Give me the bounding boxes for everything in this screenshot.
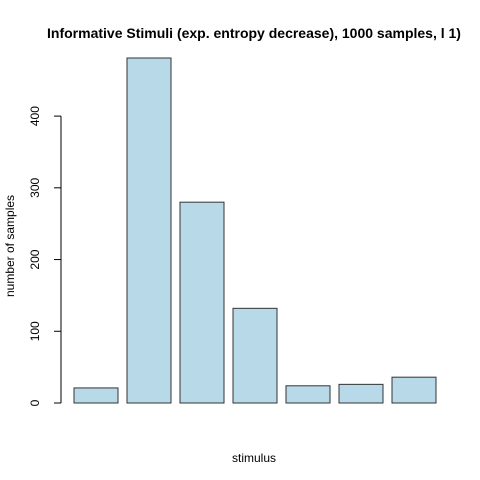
bar-3 — [179, 201, 225, 404]
bar-4 — [232, 307, 278, 404]
bar-1 — [73, 387, 119, 404]
bar-2 — [126, 57, 172, 404]
bar-5 — [285, 385, 331, 404]
bars-group — [73, 57, 437, 404]
y-tick-label-0: 0 — [28, 399, 42, 406]
y-tick-label-100: 100 — [28, 321, 42, 341]
y-axis: 0 100 200 300 400 — [28, 106, 62, 406]
y-axis-label: number of samples — [3, 195, 17, 297]
y-tick-label-200: 200 — [28, 249, 42, 269]
y-tick-label-400: 400 — [28, 106, 42, 126]
bar-6 — [338, 383, 384, 404]
x-axis-label: stimulus — [232, 451, 276, 465]
y-tick-label-300: 300 — [28, 177, 42, 197]
bar-7 — [391, 376, 437, 404]
chart-title: Informative Stimuli (exp. entropy decrea… — [47, 25, 461, 41]
